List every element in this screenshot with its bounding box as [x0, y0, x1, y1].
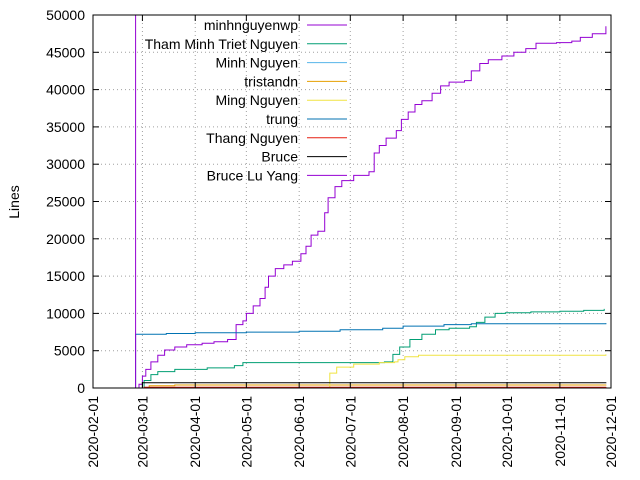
ticks: 0 5000 10000 15000 20000 25000 30000 35000 40000…: [46, 7, 619, 468]
y-tick-label: 25000: [46, 194, 85, 210]
legend-label: Minh Nguyen: [216, 55, 299, 71]
legend-label: Ming Nguyen: [216, 92, 299, 108]
x-tick-label: 2020-08-01: [395, 396, 411, 468]
series-line-1: [135, 308, 605, 389]
x-tick-label: 2020-12-01: [603, 396, 619, 468]
y-tick-label: 10000: [46, 305, 85, 321]
series-line-5: [135, 323, 607, 388]
y-tick-label: 50000: [46, 7, 85, 23]
y-tick-label: 15000: [46, 268, 85, 284]
y-tick-label: 35000: [46, 119, 85, 135]
x-tick-label: 2020-10-01: [499, 396, 515, 468]
y-tick-label: 40000: [46, 82, 85, 98]
legend: minhnguyenwp Tham Minh Triet Nguyen Minh N…: [145, 17, 347, 183]
x-tick-label: 2020-04-01: [187, 396, 203, 468]
legend-label: Bruce: [261, 149, 298, 165]
y-tick-label: 5000: [54, 343, 85, 359]
legend-label: trung: [266, 111, 298, 127]
legend-label: Thang Nguyen: [206, 130, 298, 146]
x-tick-label: 2020-09-01: [448, 396, 464, 468]
legend-label: Bruce Lu Yang: [207, 167, 298, 183]
series-line-0: [135, 26, 607, 389]
x-tick-label: 2020-07-01: [342, 396, 358, 468]
legend-label: minhnguyenwp: [204, 17, 298, 33]
x-tick-label: 2020-06-01: [291, 396, 307, 468]
y-axis-label: Lines: [6, 185, 22, 218]
y-tick-label: 45000: [46, 44, 85, 60]
y-tick-label: 30000: [46, 156, 85, 172]
y-tick-label: 20000: [46, 231, 85, 247]
x-tick-label: 2020-02-01: [85, 396, 101, 468]
series-line-4: [135, 354, 607, 389]
y-tick-label: 0: [77, 380, 85, 396]
x-tick-label: 2020-05-01: [238, 396, 254, 468]
legend-label: tristandn: [244, 73, 298, 89]
legend-label: Tham Minh Triet Nguyen: [145, 36, 298, 52]
x-tick-label: 2020-11-01: [552, 396, 568, 467]
x-tick-label: 2020-03-01: [134, 396, 150, 468]
